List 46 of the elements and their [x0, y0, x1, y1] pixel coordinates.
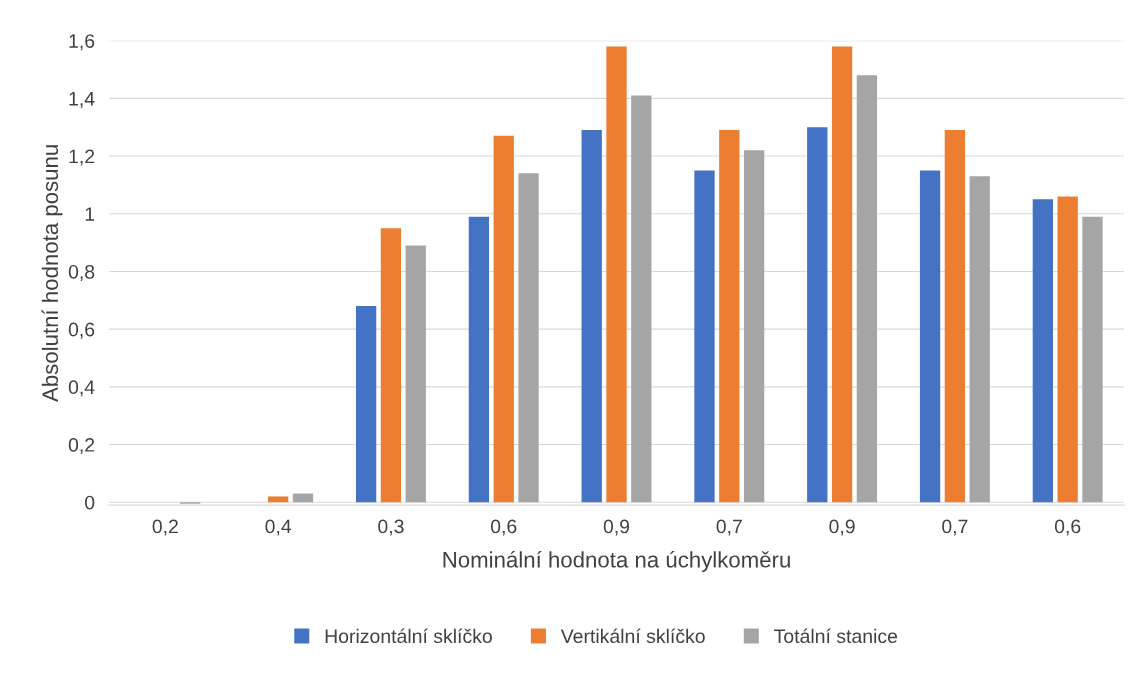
bar [493, 135, 514, 503]
bar [518, 173, 539, 503]
x-tick-label: 0,7 [942, 519, 968, 536]
bar [405, 245, 426, 503]
x-tick-label: 0,6 [490, 519, 517, 536]
x-tick-label: 0,6 [1054, 519, 1081, 536]
bar [1057, 196, 1078, 503]
bar [606, 46, 627, 503]
bar [807, 127, 828, 503]
x-tick-label: 0,4 [265, 519, 292, 536]
x-tick-label: 0,9 [603, 519, 630, 536]
x-tick-label: 0,9 [829, 519, 855, 536]
y-tick-label: 1,4 [69, 92, 95, 108]
bar [743, 150, 765, 503]
legend-label: Vertikální sklíčko [560, 628, 705, 644]
y-tick-label: 0,6 [68, 322, 95, 339]
bar [380, 228, 402, 503]
x-tick-label: 0,7 [716, 519, 742, 536]
x-tick-label: 0,3 [378, 519, 404, 536]
y-tick-label: 1,6 [69, 34, 95, 51]
bar [468, 216, 490, 503]
bar [694, 170, 715, 503]
y-tick-label: 0,2 [68, 438, 95, 455]
bar [719, 130, 740, 503]
y-tick-label: 0,8 [68, 264, 95, 281]
y-tick-label: 0 [85, 495, 95, 510]
bar [1032, 199, 1053, 503]
legend-label: Totální stanice [774, 628, 898, 644]
y-tick-label: 0,4 [68, 380, 95, 397]
bar [292, 493, 314, 503]
bar [1082, 216, 1103, 503]
bar [355, 306, 377, 503]
legend-label: Horizontální sklíčko [325, 628, 492, 644]
bar [581, 130, 602, 503]
bar [969, 176, 990, 503]
bar [268, 496, 289, 503]
bar [919, 170, 941, 503]
bar [944, 130, 966, 503]
bar [856, 75, 878, 503]
x-axis-title: Nominální hodnota na úchylkoměru [443, 551, 790, 572]
bar [831, 46, 853, 503]
y-axis-title: Absolutní hodnota posunu [41, 145, 63, 402]
bar [631, 95, 652, 503]
y-tick-label: 1 [85, 207, 95, 221]
x-tick-label: 0,2 [152, 519, 178, 536]
y-tick-label: 1,2 [69, 149, 95, 166]
